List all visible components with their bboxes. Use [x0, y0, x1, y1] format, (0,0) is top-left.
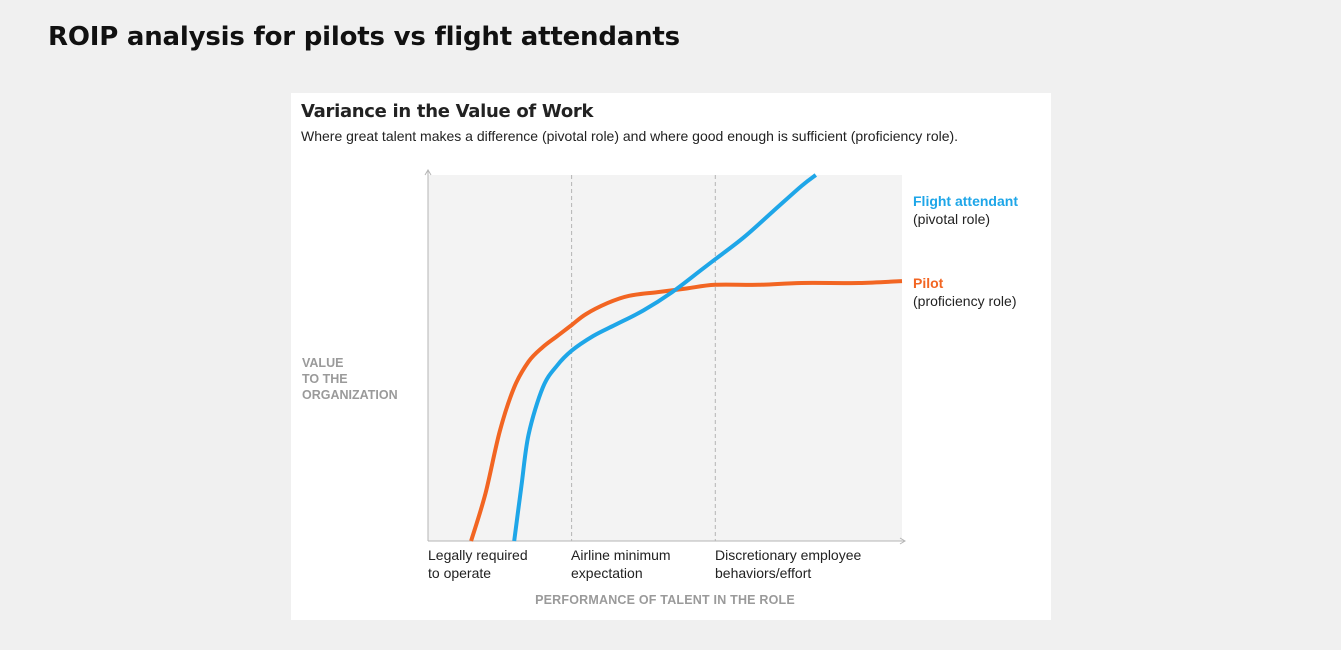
series-layer	[469, 173, 903, 542]
x-axis-arrow	[899, 537, 906, 545]
y-axis-label: VALUE TO THE ORGANIZATION	[302, 356, 398, 402]
series-role: (proficiency role)	[913, 293, 1017, 309]
chart-subtitle: Where great talent makes a difference (p…	[301, 128, 959, 144]
series-line-flight-attendant	[512, 173, 817, 542]
x-axis-label: PERFORMANCE OF TALENT IN THE ROLE	[535, 593, 795, 607]
series-name: Flight attendant	[913, 193, 1018, 209]
page-title: ROIP analysis for pilots vs flight atten…	[48, 22, 680, 52]
x-tick-label: Legally required to operate	[428, 547, 528, 581]
x-tick-label: Discretionary employee behaviors/effort	[715, 547, 862, 581]
series-line-pilot	[469, 279, 903, 542]
x-tick-label: Airline minimum expectation	[571, 547, 671, 581]
plot-area	[428, 175, 902, 541]
series-role: (pivotal role)	[913, 211, 991, 227]
legend-flight-attendant: Flight attendant (pivotal role)	[913, 192, 1048, 228]
series-name: Pilot	[913, 275, 944, 291]
y-axis-arrow	[424, 169, 432, 176]
chart-title: Variance in the Value of Work	[301, 101, 594, 122]
legend-pilot: Pilot (proficiency role)	[913, 274, 1048, 310]
chart-figure: Variance in the Value of Work Where grea…	[291, 93, 1051, 620]
chart-canvas	[424, 169, 906, 545]
